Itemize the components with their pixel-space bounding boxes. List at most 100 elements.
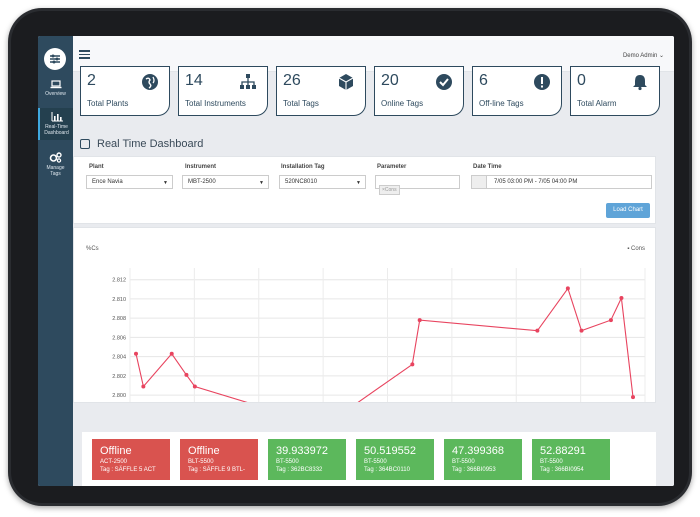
exclamation-circle-icon [534,74,550,90]
globe-icon [142,74,158,90]
cube-icon [338,74,354,90]
sidebar-item-label: Manage [46,165,65,171]
tag-card-tag: Tag : 366BI0953 [452,467,496,473]
stat-label: Total Tags [283,99,319,108]
menu-toggle-icon[interactable] [79,50,90,59]
installation-tag-select[interactable]: 520NC8010 ▼ [279,175,366,189]
chevron-down-icon: ▼ [356,180,361,186]
stat-value: 14 [185,72,203,89]
y-axis-label: %Cs [86,246,99,252]
tag-card-instrument: BT-5500 [364,459,387,465]
stat-value: 20 [381,72,399,89]
tag-card-value: 47.399368 [452,445,504,457]
parameter-chip[interactable]: ×Cons [379,185,400,195]
tag-card-tag: Tag : SÄFFLE 9 BTL- [188,467,246,473]
stat-label: Total Instruments [185,99,246,108]
stat-card-alarms[interactable]: 0 Total Alarm [570,66,660,116]
sidebar-item-overview[interactable]: Overview [38,80,73,97]
plant-select[interactable]: Ence Navia ▼ [86,175,173,189]
stat-card-offline-tags[interactable]: 6 Off-line Tags [472,66,562,116]
data-point [169,351,174,356]
chart-panel: %Cs ▪ Cons 2.812 2.810 2.808 2.806 2.804 2.802 2… [73,227,656,403]
parameter-multiselect[interactable]: ×Cons [375,175,460,195]
tag-card[interactable]: 52.88291 BT-5500 Tag : 366BI0954 [532,439,610,480]
y-tick-label: 2.806 [112,335,126,341]
stat-label: Off-line Tags [479,99,524,108]
check-circle-icon [436,74,452,90]
legend-label: ▪ Cons [627,246,645,252]
y-tick-label: 2.810 [112,297,126,303]
tag-card-instrument: BT-5500 [276,459,299,465]
y-tick-label: 2.808 [112,316,126,322]
date-range-value: 7/05 03:00 PM - 7/05 04:00 PM [494,179,578,185]
sidebar-item-label-line2: Tags [50,171,61,177]
plant-label: Plant [89,164,104,170]
tag-card[interactable]: Offline BLT-5500 Tag : SÄFFLE 9 BTL- [180,439,258,480]
series-line [135,287,634,402]
tag-card-instrument: BT-5500 [540,459,563,465]
date-time-label: Date Time [473,164,502,170]
tag-card[interactable]: 39.933972 BT-5500 Tag : 362BC8332 [268,439,346,480]
tag-card-instrument: ACT-2500 [100,459,128,465]
sidebar-item-realtime-dashboard[interactable]: Real-Time Dashboard [38,108,73,140]
app-screen: Overview Real-Time Dashboard Manage Tags [38,36,674,486]
page-title-text: Real Time Dashboard [97,138,204,150]
tag-card-tag: Tag : 366BI0954 [540,467,584,473]
stat-value: 6 [479,72,488,89]
y-tick-label: 2.812 [112,278,126,284]
tag-card-value: 52.88291 [540,445,586,457]
calendar-icon [472,176,487,188]
tag-card-tag: Tag : 364BC0110 [364,467,410,473]
parameter-label: Parameter [377,164,407,170]
chevron-down-icon: ▼ [163,180,168,186]
sliders-icon [50,54,60,64]
tag-card-instrument: BLT-5500 [188,459,214,465]
tag-card[interactable]: Offline ACT-2500 Tag : SÄFFLE 5 ACT [92,439,170,480]
y-tick-label: 2.804 [112,355,126,361]
data-point [134,351,138,356]
instrument-select-value: MBT-2500 [188,179,216,185]
data-point [619,295,624,300]
plant-select-value: Ence Navia [92,179,123,185]
sidebar: Overview Real-Time Dashboard Manage Tags [38,36,73,486]
laptop-icon [50,80,61,89]
instrument-label: Instrument [185,164,217,170]
line-chart: %Cs ▪ Cons 2.812 2.810 2.808 2.806 2.804 2.802 2… [86,246,646,402]
data-point [184,372,189,377]
stat-value: 26 [283,72,301,89]
tag-card-tag: Tag : 362BC8332 [276,467,323,473]
stat-card-plants[interactable]: 2 Total Plants [80,66,170,116]
data-point [579,328,584,333]
stat-label: Online Tags [381,99,424,108]
tag-card-value: 50.519552 [364,445,416,457]
tag-card[interactable]: 50.519552 BT-5500 Tag : 364BC0110 [356,439,434,480]
tag-card-value: Offline [188,445,220,457]
instrument-select[interactable]: MBT-2500 ▼ [182,175,269,189]
app-logo [44,48,66,70]
data-point [141,384,146,389]
tag-card-instrument: BT-5500 [452,459,475,465]
stat-card-instruments[interactable]: 14 Total Instruments [178,66,268,116]
installation-tag-label: Installation Tag [281,164,325,170]
tag-card-tag: Tag : SÄFFLE 5 ACT [100,467,156,473]
page-title: Real Time Dashboard [80,138,203,150]
data-point [565,286,570,291]
y-tick-label: 2.800 [112,393,126,399]
data-point [192,384,197,389]
stat-card-online-tags[interactable]: 20 Online Tags [374,66,464,116]
stat-value: 2 [87,72,96,89]
data-point [417,318,422,323]
bar-chart-icon [51,112,63,122]
stat-label: Total Plants [87,99,129,108]
date-range-input[interactable]: 7/05 03:00 PM - 7/05 04:00 PM [471,175,652,189]
tag-card-value: Offline [100,445,132,457]
installation-tag-value: 520NC8010 [285,179,318,185]
sitemap-icon [240,74,256,89]
tag-card-value: 39.933972 [276,445,328,457]
sidebar-item-manage-tags[interactable]: Manage Tags [38,152,73,177]
data-point [631,395,635,400]
user-menu[interactable]: Demo Admin ⌄ [622,53,664,59]
stat-card-tags[interactable]: 26 Total Tags [276,66,366,116]
load-chart-button[interactable]: Load Chart [606,203,650,218]
tag-card[interactable]: 47.399368 BT-5500 Tag : 366BI0953 [444,439,522,480]
